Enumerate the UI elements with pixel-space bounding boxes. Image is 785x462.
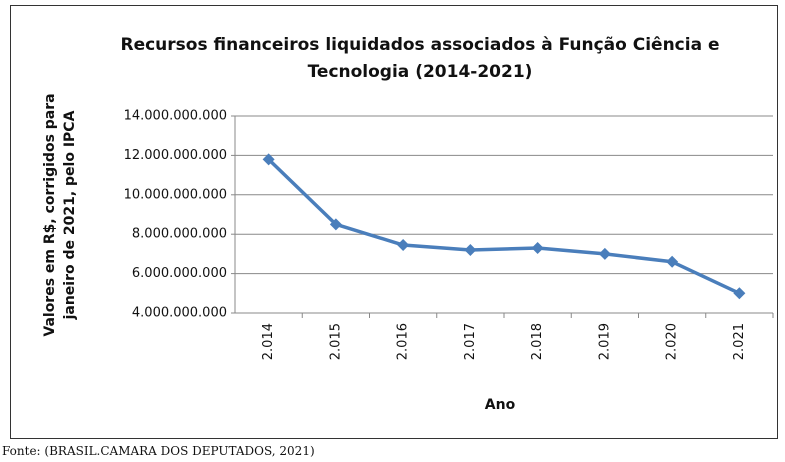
x-tick-label: 2.021 — [732, 323, 747, 360]
marker — [262, 153, 275, 166]
x-tick-label: 2.019 — [597, 323, 612, 360]
y-tick-label: 4.000.000.000 — [132, 306, 227, 321]
x-tick-label: 2.014 — [261, 323, 276, 360]
line — [267, 158, 741, 295]
marker — [598, 247, 611, 260]
y-tick-label: 8.000.000.000 — [132, 227, 227, 242]
y-tick-label: 6.000.000.000 — [132, 266, 227, 281]
x-tick-label: 2.020 — [665, 323, 680, 360]
marker — [531, 241, 544, 254]
marker — [666, 255, 679, 268]
source-note: Fonte: (BRASIL.CAMARA DOS DEPUTADOS, 202… — [2, 444, 315, 458]
marker — [733, 287, 746, 300]
y-tick-label: 12.000.000.000 — [124, 148, 227, 163]
chart-title: Recursos financeiros liquidados associad… — [120, 35, 720, 82]
y-tick-label: 10.000.000.000 — [124, 187, 227, 202]
chart-frame — [10, 5, 778, 439]
x-tick-label: 2.018 — [530, 323, 545, 360]
x-tick-label: 2.016 — [396, 323, 411, 360]
marker — [397, 239, 410, 252]
x-tick-label: 2.017 — [463, 323, 478, 360]
x-axis-title: Ano — [485, 397, 516, 413]
x-tick-label: 2.015 — [328, 323, 343, 360]
marker — [329, 218, 342, 231]
marker — [464, 243, 477, 256]
y-tick-label: 14.000.000.000 — [124, 109, 227, 124]
